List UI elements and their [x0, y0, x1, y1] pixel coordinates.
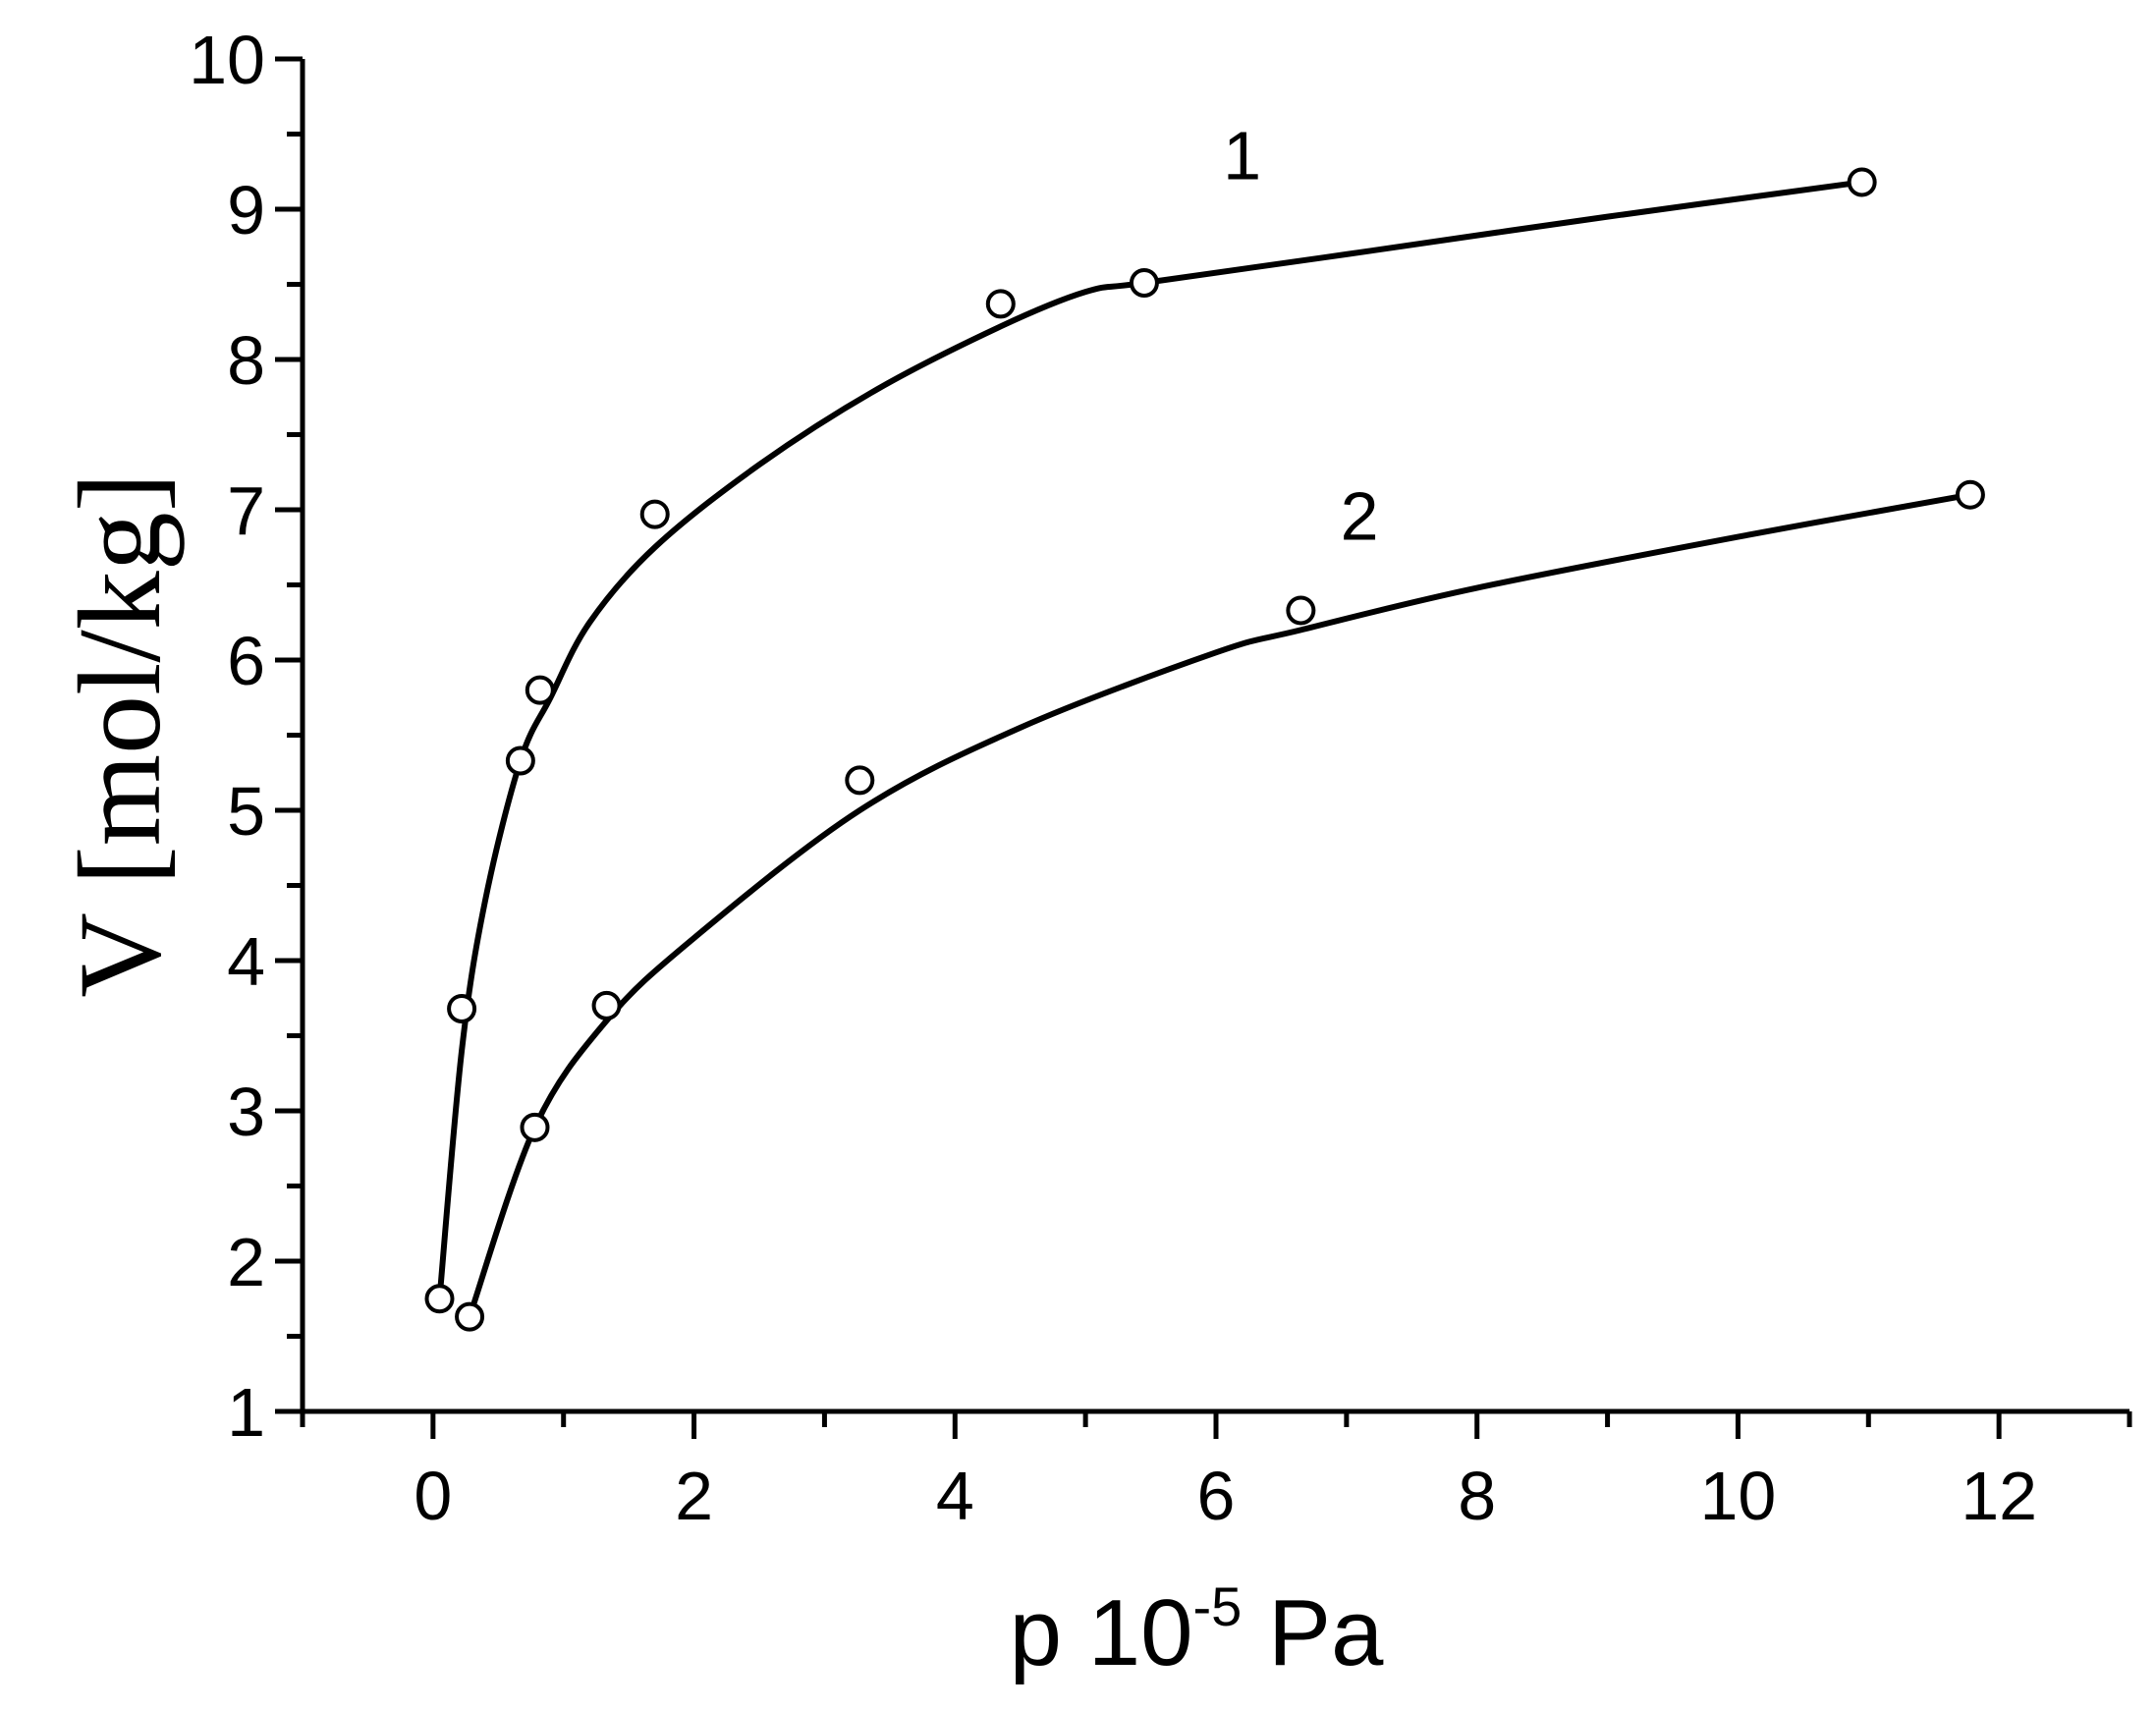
series-1-label: 1	[1223, 117, 1261, 193]
x-axis-title-unit: Pa	[1242, 1580, 1384, 1685]
series-2	[455, 479, 1985, 1332]
series-2-point	[520, 1112, 550, 1142]
series-2-point	[1955, 479, 1985, 510]
series-1-point	[447, 993, 477, 1023]
y-tick-label: 5	[227, 773, 265, 850]
series-2-point	[455, 1301, 485, 1332]
y-axis-title: V [mol/kg]	[54, 472, 185, 997]
y-tick-label: 10	[189, 22, 265, 98]
x-tick-label: 0	[414, 1458, 452, 1534]
series-1-line	[436, 179, 1865, 1302]
series-1-point	[505, 745, 535, 776]
series-2-point	[591, 990, 622, 1020]
x-tick-label: 12	[1961, 1458, 2037, 1534]
y-tick-label: 4	[227, 923, 265, 1000]
x-tick-label: 10	[1699, 1458, 1776, 1534]
plot-area	[424, 167, 1985, 1332]
axes	[275, 56, 2132, 1439]
x-tick-label: 2	[675, 1458, 713, 1534]
y-tick-label: 3	[227, 1074, 265, 1150]
series-2-point	[845, 765, 875, 796]
series-2-line	[467, 491, 1973, 1320]
series-1-point	[1847, 167, 1877, 197]
x-tick-label: 6	[1197, 1458, 1236, 1534]
x-axis-title-main: p 10	[1010, 1580, 1193, 1685]
y-tick-label: 2	[227, 1224, 265, 1300]
x-tick-label: 8	[1458, 1458, 1496, 1534]
series-1-point	[985, 289, 1016, 319]
y-tick-label: 6	[227, 623, 265, 699]
y-tick-label: 7	[227, 472, 265, 549]
series-1	[424, 167, 1877, 1314]
series-2-label: 2	[1341, 478, 1379, 555]
series-1-point	[639, 499, 670, 529]
x-axis-title: p 10-5 Pa	[1010, 1575, 1384, 1685]
series-1-point	[1129, 267, 1159, 298]
series-1-point	[525, 675, 555, 705]
y-tick-label: 9	[227, 172, 265, 248]
series-1-point	[424, 1284, 455, 1314]
x-tick-label: 4	[936, 1458, 974, 1534]
x-axis-title-exponent: -5	[1192, 1575, 1242, 1637]
y-tick-label: 1	[227, 1374, 265, 1451]
series-2-point	[1286, 595, 1316, 626]
y-tick-label: 8	[227, 322, 265, 399]
